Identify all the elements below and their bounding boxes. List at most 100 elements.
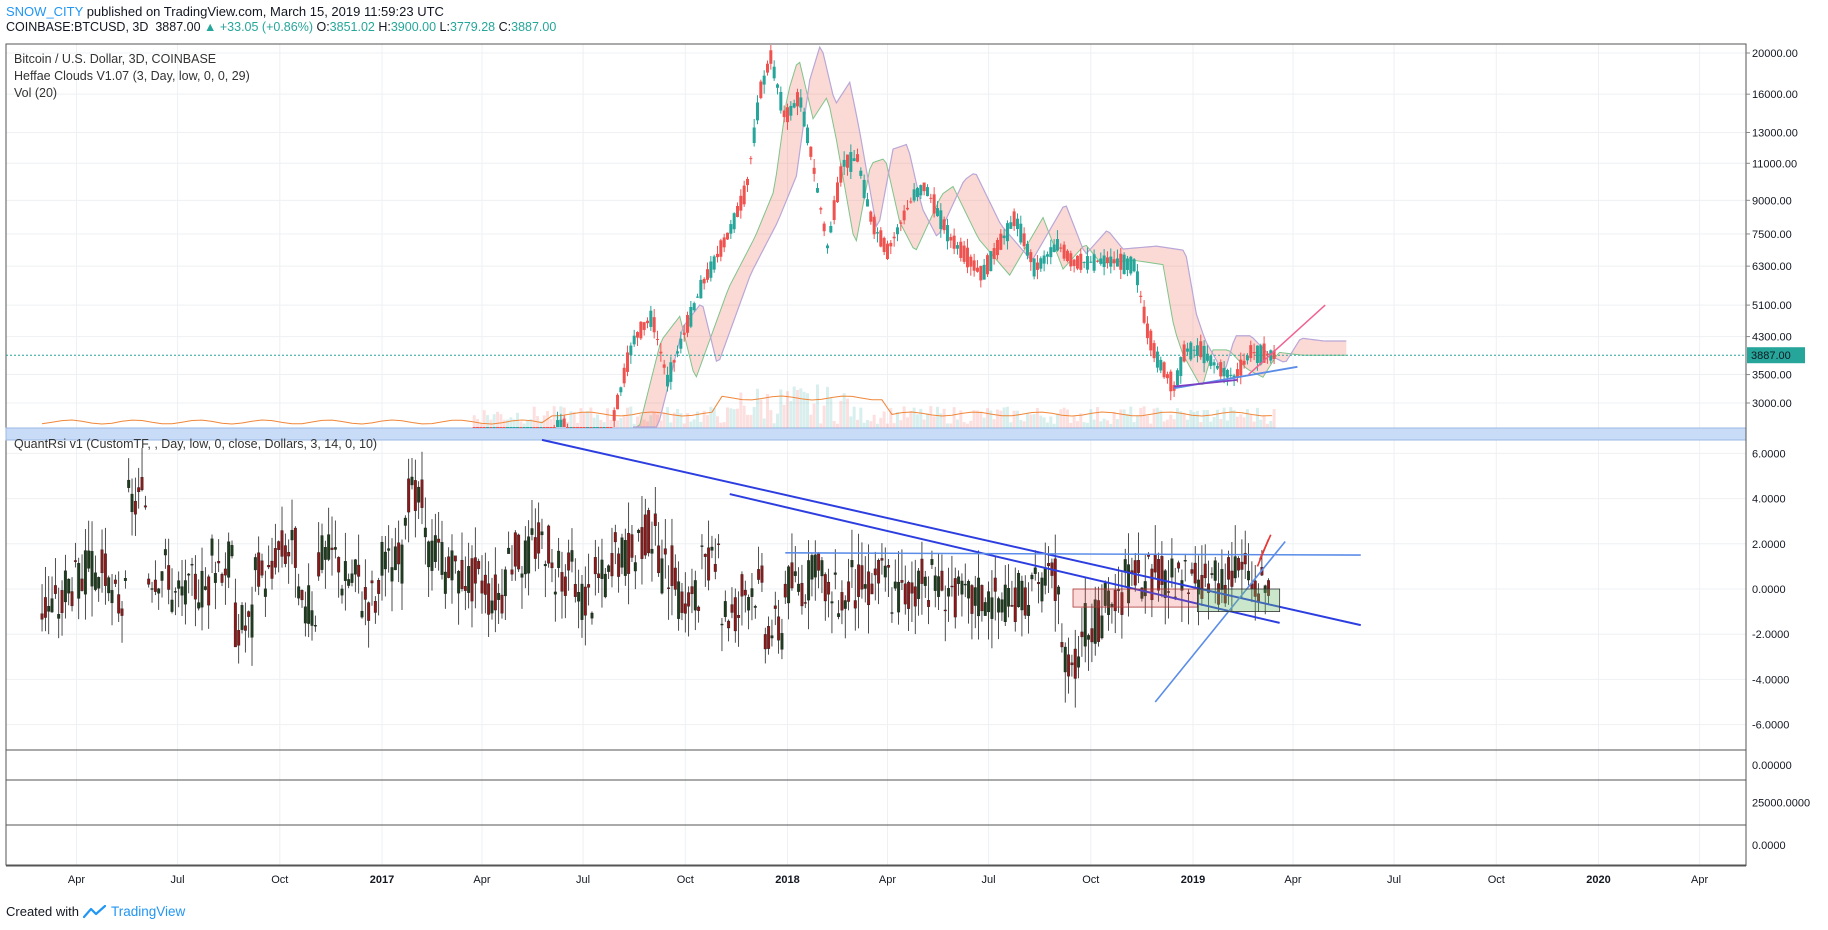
- price-candle: [1075, 255, 1079, 269]
- rsi-candle: [340, 588, 344, 596]
- rsi-candle: [980, 585, 984, 612]
- rsi-candle: [1020, 580, 1024, 611]
- price-candle: [572, 427, 576, 428]
- rsi-candle: [773, 605, 777, 609]
- rsi-candle: [50, 598, 54, 613]
- price-candle: [689, 306, 693, 327]
- rsi-candle: [1023, 587, 1027, 616]
- price-candle: [752, 127, 756, 144]
- y-tick-label: 9000.00: [1752, 195, 1792, 207]
- price-candle: [1255, 345, 1259, 363]
- volume-bar: [975, 410, 979, 428]
- volume-bar: [1079, 413, 1083, 428]
- price-candle: [842, 159, 846, 167]
- volume-bar: [1029, 414, 1033, 428]
- volume-bar: [1179, 411, 1183, 428]
- rsi-candle: [1113, 589, 1117, 612]
- volume-bar: [1232, 410, 1236, 428]
- volume-bar: [1102, 418, 1106, 428]
- rsi-candle: [907, 582, 911, 609]
- rsi-candle: [573, 584, 577, 597]
- chart-canvas[interactable]: 20000.00 16000.00 13000.00 11000.00 9000.00 7…: [0, 0, 1828, 900]
- low-label: L:: [439, 20, 450, 34]
- price-candle: [999, 233, 1003, 250]
- rsi-candle: [273, 548, 277, 568]
- volume-bar: [526, 420, 530, 428]
- price-candle: [919, 185, 923, 196]
- volume-bar: [549, 419, 553, 428]
- volume-bar: [869, 421, 873, 428]
- volume-bar: [519, 421, 523, 428]
- last-price: 3887.00: [155, 20, 201, 34]
- price-candle: [779, 91, 783, 111]
- rsi-candle: [643, 514, 647, 556]
- rsi-candle: [890, 612, 894, 614]
- price-candle: [899, 222, 903, 224]
- volume-bar: [1259, 419, 1263, 428]
- x-tick-label: 2020: [1586, 874, 1610, 886]
- volume-bar: [1212, 417, 1216, 428]
- tradingview-logo-icon: [82, 904, 107, 918]
- price-candle: [1152, 343, 1156, 359]
- extra-pane-tick-label: 0.0000: [1752, 840, 1786, 852]
- rsi-candle: [243, 625, 247, 631]
- rsi-candle: [700, 545, 704, 547]
- volume-bar: [1112, 411, 1116, 428]
- volume-bar: [1165, 419, 1169, 428]
- volume-bar: [1142, 406, 1146, 428]
- volume-bar: [1182, 412, 1186, 428]
- volume-bar: [1125, 413, 1129, 428]
- price-candle: [889, 242, 893, 247]
- rsi-candle: [873, 568, 877, 576]
- price-candle: [1005, 223, 1009, 242]
- price-candle: [686, 315, 690, 333]
- volume-bar: [942, 408, 946, 428]
- price-candle: [849, 152, 853, 172]
- cloud-band: [633, 47, 1347, 428]
- rsi-candle: [903, 583, 907, 605]
- price-candle: [1119, 253, 1123, 270]
- rsi-candle: [1070, 662, 1074, 666]
- rsi-candle: [1150, 568, 1154, 601]
- rsi-candle: [833, 572, 837, 575]
- author-link[interactable]: SNOW_CITY: [6, 4, 84, 19]
- rsi-candle: [377, 580, 381, 594]
- volume-bar: [925, 413, 929, 428]
- volume-bar: [646, 421, 650, 428]
- rsi-candle: [450, 550, 454, 581]
- rsi-candle: [680, 591, 684, 613]
- rsi-candle: [897, 581, 901, 613]
- tradingview-brand-link[interactable]: TradingView: [110, 904, 186, 919]
- price-candle: [995, 239, 999, 256]
- rsi-candle: [800, 582, 804, 607]
- price-candle: [606, 427, 610, 428]
- price-candle: [626, 352, 630, 372]
- volume-bar: [1092, 419, 1096, 428]
- rsi-candle: [1213, 560, 1217, 581]
- volume-bar: [706, 415, 710, 428]
- volume-bar: [532, 406, 536, 428]
- price-candle: [1262, 343, 1266, 363]
- volume-bar: [902, 406, 906, 428]
- rsi-candle: [1170, 558, 1174, 578]
- price-candle: [569, 427, 573, 428]
- rsi-candle: [820, 560, 824, 577]
- rsi-candle: [697, 606, 701, 611]
- rsi-candle: [343, 561, 347, 581]
- price-candle: [499, 427, 503, 428]
- rsi-candle: [630, 534, 634, 558]
- price-candle: [1045, 254, 1049, 257]
- rsi-candle: [223, 568, 227, 576]
- price-candle: [719, 240, 723, 257]
- rsi-candle: [1227, 557, 1231, 580]
- price-candle: [539, 427, 543, 428]
- volume-bar: [805, 393, 809, 428]
- trend-lines[interactable]: [541, 304, 1361, 703]
- price-candle: [712, 256, 716, 270]
- price-candle: [1019, 223, 1023, 243]
- rsi-candle: [877, 559, 881, 584]
- rsi-candle: [487, 583, 491, 615]
- price-candle: [1105, 257, 1109, 264]
- y-tick-label: 13000.00: [1752, 127, 1798, 139]
- price-candle: [949, 237, 953, 241]
